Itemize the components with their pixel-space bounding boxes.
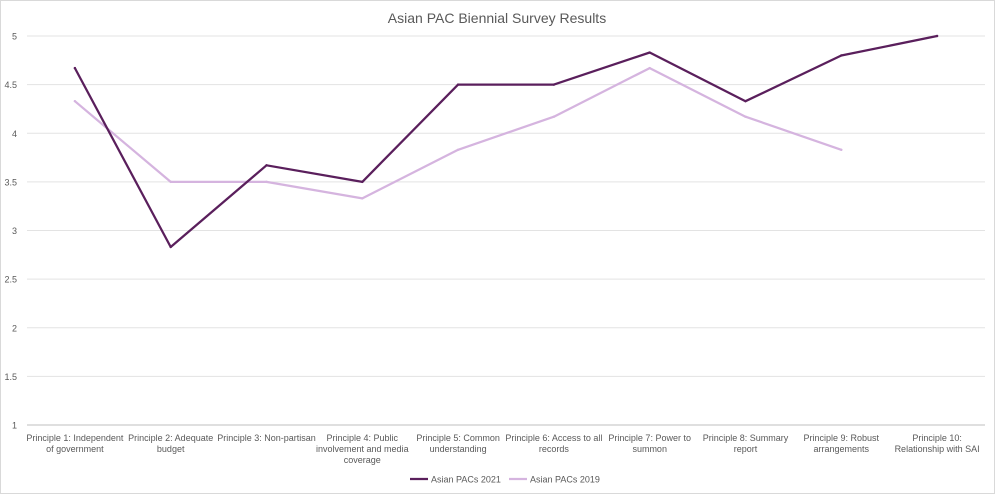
- x-tick-label: Principle 9: Robust arrangements: [804, 433, 880, 454]
- y-tick-label: 2: [12, 323, 17, 333]
- data-point: [935, 34, 939, 38]
- chart-title: Asian PAC Biennial Survey Results: [388, 10, 606, 26]
- y-tick-label: 1: [12, 421, 17, 431]
- data-point: [265, 180, 268, 184]
- data-point: [361, 197, 364, 200]
- y-tick-label: 4: [12, 129, 17, 139]
- data-point: [169, 180, 172, 184]
- series-line: [73, 34, 939, 249]
- x-tick-label: Principle 3: Non-partisan: [217, 433, 316, 443]
- x-axis-ticks: Principle 1: Independent of governmentPri…: [26, 433, 979, 465]
- data-point: [361, 180, 364, 184]
- x-tick-label: Principle 7: Power to summon: [608, 433, 691, 454]
- data-point: [648, 66, 651, 70]
- data-point: [840, 148, 843, 151]
- legend: Asian PACs 2021 Asian PACs 2019: [410, 474, 600, 484]
- data-point: [73, 99, 77, 103]
- data-point: [265, 164, 268, 167]
- data-point: [552, 115, 556, 118]
- y-tick-label: 1.5: [4, 372, 17, 382]
- y-tick-label: 3: [12, 226, 17, 236]
- data-point: [744, 115, 747, 118]
- x-tick-label: Principle 4: Public involvement and media…: [316, 433, 409, 465]
- data-point: [840, 54, 843, 57]
- data-point: [648, 51, 651, 54]
- series-lines: [73, 34, 939, 249]
- legend-label: Asian PACs 2019: [530, 474, 600, 484]
- y-tick-label: 3.5: [4, 177, 17, 187]
- y-tick-label: 2.5: [4, 275, 17, 285]
- x-tick-label: Principle 10: Relationship with SAI: [895, 433, 980, 454]
- y-axis-ticks: 1 1.5 2 2.5 3 3.5 4 4.5 5: [4, 32, 17, 431]
- gridlines: [27, 35, 985, 426]
- x-tick-label: Principle 5: Common understanding: [416, 433, 500, 454]
- legend-label: Asian PACs 2021: [431, 474, 501, 484]
- data-point: [456, 83, 460, 86]
- y-tick-label: 4.5: [4, 80, 17, 90]
- data-point: [552, 83, 556, 86]
- x-tick-label: Principle 2: Adequate budget: [128, 433, 213, 454]
- x-tick-label: Principle 1: Independent of government: [26, 433, 124, 454]
- x-tick-label: Principle 8: Summary report: [703, 433, 789, 454]
- data-point: [744, 99, 747, 103]
- data-point: [73, 66, 77, 70]
- x-tick-label: Principle 6: Access to all records: [505, 433, 602, 454]
- y-tick-label: 5: [12, 32, 17, 42]
- data-point: [456, 148, 460, 151]
- data-point: [169, 245, 172, 249]
